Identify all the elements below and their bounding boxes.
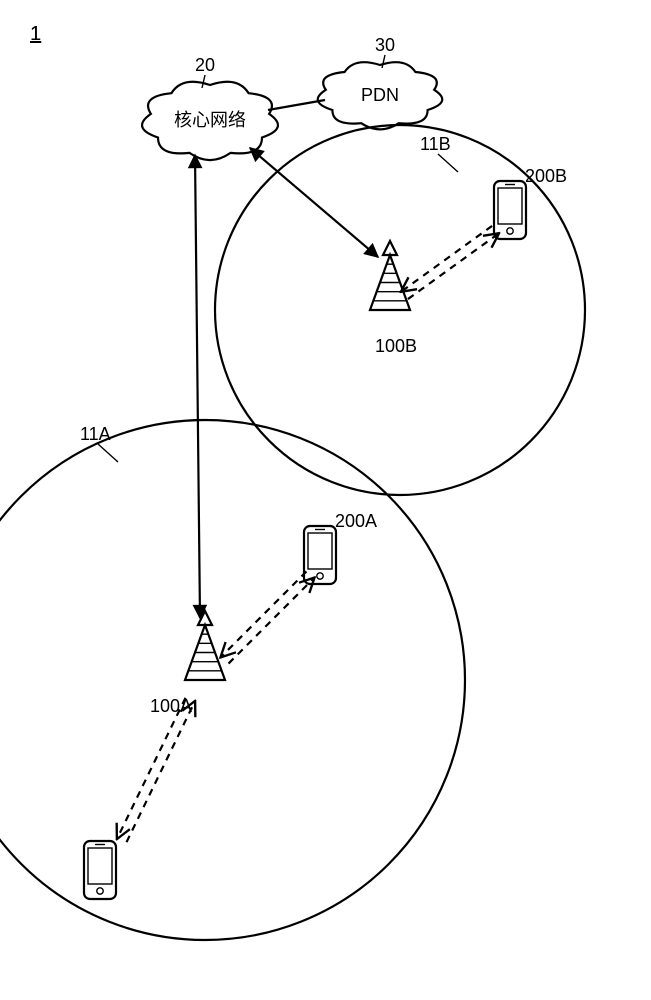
ue-A1 (304, 526, 336, 584)
svg-text:11A: 11A (80, 424, 111, 444)
svg-text:11B: 11B (420, 134, 451, 154)
svg-text:200A: 200A (335, 511, 377, 531)
svg-text:200B: 200B (525, 166, 567, 186)
base-station-A (185, 611, 225, 680)
svg-text:1: 1 (30, 23, 41, 45)
backhaul-arrow (250, 148, 378, 257)
ue-A2 (84, 841, 116, 899)
svg-text:30: 30 (375, 35, 395, 55)
svg-text:PDN: PDN (361, 85, 399, 105)
svg-text:核心网络: 核心网络 (174, 110, 246, 130)
cell-A (0, 420, 465, 940)
backhaul-arrow (195, 155, 200, 618)
base-station-B (370, 241, 410, 310)
ue-B1 (494, 181, 526, 239)
svg-text:100B: 100B (375, 336, 417, 356)
svg-text:20: 20 (195, 55, 215, 75)
